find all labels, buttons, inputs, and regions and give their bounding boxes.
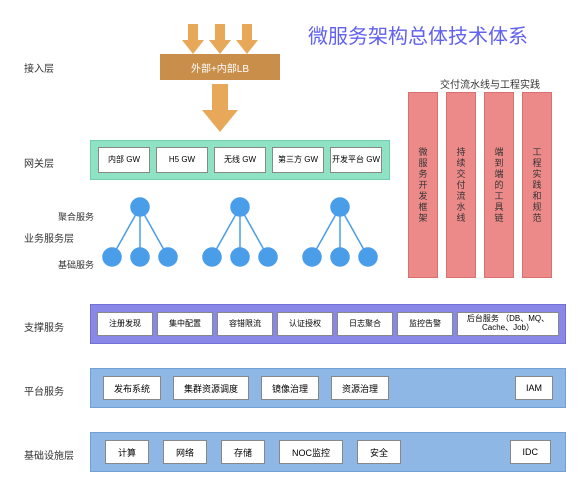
- gw-item: H5 GW: [156, 147, 208, 173]
- infra-layer-label: 基础设施层: [24, 447, 74, 462]
- support-item: 注册发现: [97, 312, 153, 336]
- pillar-item: 微服务开发框架: [408, 92, 438, 278]
- support-item: 容错限流: [217, 312, 273, 336]
- support-item: 日志聚合: [337, 312, 393, 336]
- gw-item: 无线 GW: [214, 147, 266, 173]
- gateway-bar: 内部 GW H5 GW 无线 GW 第三方 GW 开发平台 GW: [90, 140, 390, 180]
- lb-box: 外部+内部LB: [160, 54, 280, 80]
- platform-item: 镜像治理: [261, 376, 319, 400]
- gw-item: 第三方 GW: [272, 147, 324, 173]
- platform-item: 发布系统: [103, 376, 161, 400]
- pillar-item: 工程实践和规范: [522, 92, 552, 278]
- agg-svc-label: 聚合服务: [58, 210, 94, 223]
- platform-item: 资源治理: [331, 376, 389, 400]
- access-layer-label: 接入层: [24, 60, 54, 75]
- infra-item: 计算: [105, 440, 149, 464]
- infra-item: NOC监控: [279, 440, 343, 464]
- support-item: 监控告警: [397, 312, 453, 336]
- business-layer-label: 业务服务层: [24, 230, 74, 245]
- arrow-down-icon: [200, 84, 240, 132]
- support-item-backend: 后台服务 （DB、MQ、Cache、Job）: [457, 312, 559, 336]
- platform-item: IAM: [515, 376, 553, 400]
- infra-bar: 计算 网络 存储 NOC监控 安全 IDC: [90, 432, 566, 472]
- page-title: 微服务架构总体技术体系: [308, 20, 528, 49]
- pillars-label: 交付流水线与工程实践: [440, 76, 540, 91]
- gw-item: 内部 GW: [98, 147, 150, 173]
- pillar-item: 持续交付流水线: [446, 92, 476, 278]
- support-bar: 注册发现 集中配置 容错限流 认证授权 日志聚合 监控告警 后台服务 （DB、M…: [90, 304, 566, 344]
- infra-item: 网络: [163, 440, 207, 464]
- support-item: 认证授权: [277, 312, 333, 336]
- base-svc-label: 基础服务: [58, 258, 94, 271]
- support-layer-label: 支撑服务: [24, 319, 64, 334]
- service-tree-icon: [90, 195, 390, 275]
- platform-layer-label: 平台服务: [24, 383, 64, 398]
- pillars-group: 微服务开发框架 持续交付流水线 端到端的工具链 工程实践和规范: [408, 92, 568, 278]
- infra-item: 安全: [357, 440, 401, 464]
- infra-item: 存储: [221, 440, 265, 464]
- pillar-item: 端到端的工具链: [484, 92, 514, 278]
- platform-bar: 发布系统 集群资源调度 镜像治理 资源治理 IAM: [90, 368, 566, 408]
- support-item: 集中配置: [157, 312, 213, 336]
- infra-item: IDC: [510, 440, 552, 464]
- arrows-in-icon: [180, 24, 260, 54]
- gateway-layer-label: 网关层: [24, 155, 54, 170]
- platform-item: 集群资源调度: [173, 376, 249, 400]
- gw-item: 开发平台 GW: [330, 147, 382, 173]
